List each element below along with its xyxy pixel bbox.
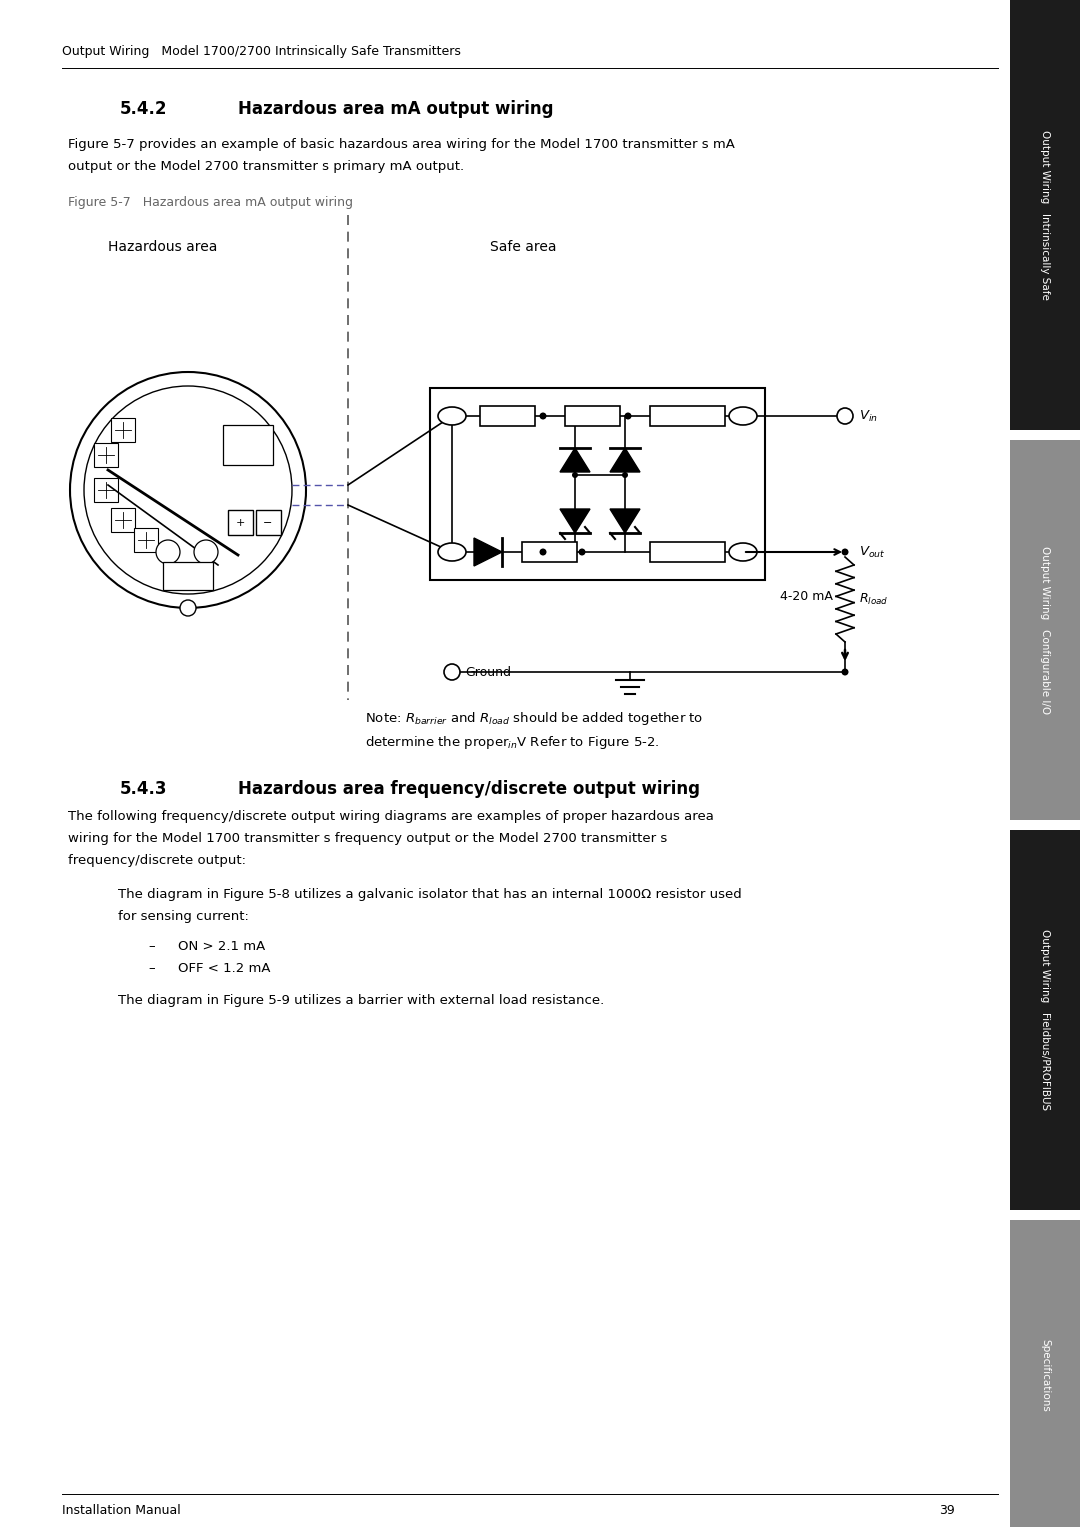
Bar — [163, 562, 213, 589]
Bar — [94, 478, 118, 502]
Text: OFF < 1.2 mA: OFF < 1.2 mA — [178, 962, 270, 976]
Text: Installation Manual: Installation Manual — [62, 1504, 180, 1516]
Text: −: − — [264, 518, 272, 528]
Polygon shape — [561, 447, 590, 472]
Text: 39: 39 — [940, 1504, 955, 1516]
Bar — [111, 508, 135, 531]
Bar — [256, 510, 281, 534]
Bar — [430, 388, 765, 580]
Text: –: – — [148, 962, 154, 976]
Text: 4-20 mA: 4-20 mA — [780, 591, 833, 603]
Ellipse shape — [438, 408, 465, 425]
Polygon shape — [610, 447, 640, 472]
Bar — [228, 510, 253, 534]
Text: Figure 5-7 provides an example of basic hazardous area wiring for the Model 1700: Figure 5-7 provides an example of basic … — [68, 137, 734, 151]
Circle shape — [540, 548, 546, 556]
Bar — [1010, 0, 1080, 431]
Text: Hazardous area: Hazardous area — [108, 240, 217, 253]
Text: ON > 2.1 mA: ON > 2.1 mA — [178, 941, 266, 953]
Circle shape — [170, 570, 186, 586]
Text: $V_{in}$: $V_{in}$ — [859, 408, 878, 423]
Polygon shape — [610, 508, 640, 533]
Bar — [222, 425, 273, 466]
Text: Safe area: Safe area — [490, 240, 556, 253]
Circle shape — [624, 412, 632, 420]
Text: 5.4.2: 5.4.2 — [120, 99, 167, 118]
Text: Output Wiring   Intrinsically Safe: Output Wiring Intrinsically Safe — [1040, 130, 1050, 299]
Circle shape — [572, 472, 578, 478]
Ellipse shape — [729, 408, 757, 425]
Circle shape — [579, 548, 585, 556]
Polygon shape — [561, 508, 590, 533]
Text: The diagram in Figure 5-9 utilizes a barrier with external load resistance.: The diagram in Figure 5-9 utilizes a bar… — [118, 994, 604, 1006]
Ellipse shape — [729, 544, 757, 560]
Circle shape — [156, 541, 180, 563]
Text: $V_{out}$: $V_{out}$ — [859, 545, 886, 559]
Text: Hazardous area mA output wiring: Hazardous area mA output wiring — [238, 99, 554, 118]
Bar — [650, 542, 725, 562]
Text: The following frequency/discrete output wiring diagrams are examples of proper h: The following frequency/discrete output … — [68, 809, 714, 823]
Ellipse shape — [438, 544, 465, 560]
Text: Output Wiring   Model 1700/2700 Intrinsically Safe Transmitters: Output Wiring Model 1700/2700 Intrinsica… — [62, 46, 461, 58]
Bar — [650, 406, 725, 426]
Circle shape — [180, 600, 195, 615]
Text: Specifications: Specifications — [1040, 1339, 1050, 1411]
Circle shape — [540, 412, 546, 420]
Text: Hazardous area frequency/discrete output wiring: Hazardous area frequency/discrete output… — [238, 780, 700, 799]
Text: Note: $R_{barrier}$ and $R_{load}$ should be added together to: Note: $R_{barrier}$ and $R_{load}$ shoul… — [365, 710, 703, 727]
Bar — [1010, 831, 1080, 1209]
Circle shape — [84, 386, 292, 594]
Circle shape — [194, 541, 218, 563]
Circle shape — [837, 408, 853, 425]
Bar — [565, 406, 620, 426]
Circle shape — [70, 373, 306, 608]
Text: 5.4.3: 5.4.3 — [120, 780, 167, 799]
Polygon shape — [474, 538, 502, 567]
Bar — [1010, 440, 1080, 820]
Text: –: – — [148, 941, 154, 953]
Text: wiring for the Model 1700 transmitter s frequency output or the Model 2700 trans: wiring for the Model 1700 transmitter s … — [68, 832, 667, 844]
Text: for sensing current:: for sensing current: — [118, 910, 248, 922]
Bar — [94, 443, 118, 467]
Text: output or the Model 2700 transmitter s primary mA output.: output or the Model 2700 transmitter s p… — [68, 160, 464, 173]
Text: $R_{load}$: $R_{load}$ — [859, 592, 889, 608]
Circle shape — [622, 472, 627, 478]
Bar — [522, 542, 577, 562]
Circle shape — [444, 664, 460, 680]
Circle shape — [841, 548, 849, 556]
Bar — [134, 528, 158, 551]
Text: The diagram in Figure 5-8 utilizes a galvanic isolator that has an internal 1000: The diagram in Figure 5-8 utilizes a gal… — [118, 889, 742, 901]
Text: Ground: Ground — [465, 666, 511, 678]
Bar — [480, 406, 535, 426]
Text: Output Wiring   Fieldbus/PROFIBUS: Output Wiring Fieldbus/PROFIBUS — [1040, 930, 1050, 1110]
Text: Figure 5-7   Hazardous area mA output wiring: Figure 5-7 Hazardous area mA output wiri… — [68, 195, 353, 209]
Text: frequency/discrete output:: frequency/discrete output: — [68, 854, 246, 867]
Text: $R_{barrier}$: $R_{barrier}$ — [625, 444, 663, 460]
Text: Output Wiring   Configurable I/O: Output Wiring Configurable I/O — [1040, 547, 1050, 715]
Bar — [111, 418, 135, 441]
Text: determine the proper$_{in}$V Refer to Figure 5-2.: determine the proper$_{in}$V Refer to Fi… — [365, 734, 660, 751]
Text: +: + — [235, 518, 245, 528]
Bar — [1010, 1220, 1080, 1527]
Circle shape — [841, 669, 849, 675]
